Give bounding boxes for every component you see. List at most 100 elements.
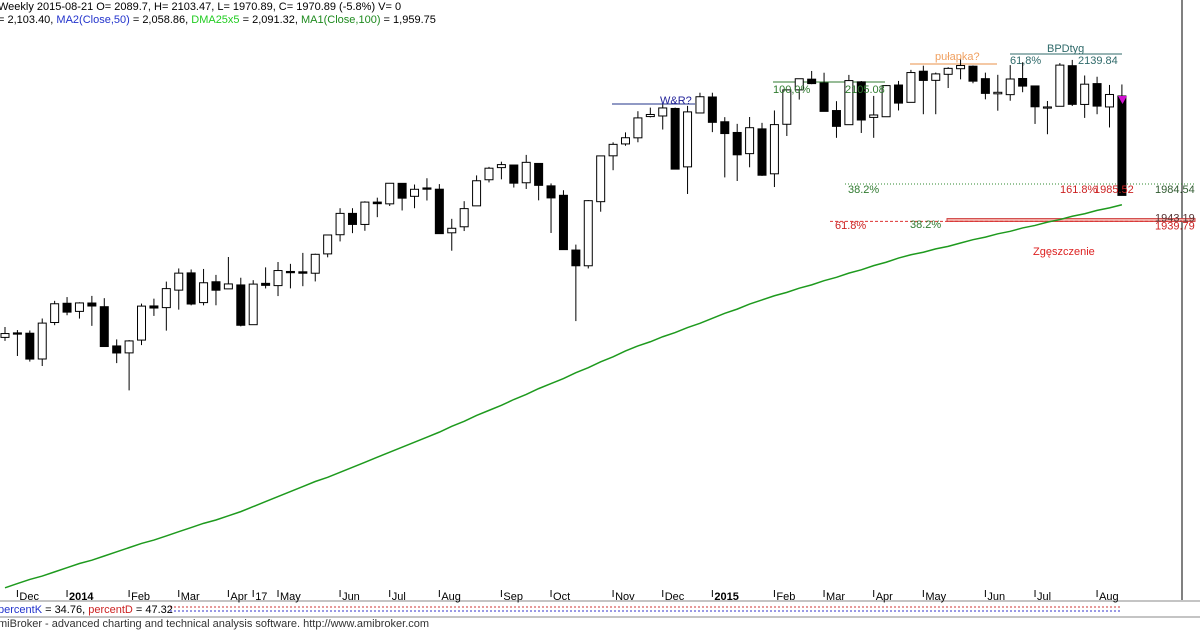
candle-body [87, 302, 97, 307]
header-label: MA1(Close,100) [301, 14, 380, 26]
header-label: DMA25x5 [191, 14, 239, 26]
candle-body [385, 182, 395, 205]
level-label: 1984.54 [1155, 184, 1195, 196]
candle-body [571, 249, 581, 267]
level-label: 2139.84 [1078, 55, 1118, 67]
candle-body [720, 121, 730, 135]
candle-body [447, 227, 457, 234]
candle-body [633, 117, 643, 139]
candle-body [658, 107, 668, 117]
header-value: = 1,959.75 [381, 14, 436, 26]
candle-body [670, 107, 680, 170]
candle-body [608, 143, 618, 157]
annotation: 61.8% [835, 220, 866, 232]
candle-body [546, 185, 556, 199]
candle-body [856, 81, 866, 121]
x-tick-label: 17 [255, 591, 267, 603]
candle-body [37, 322, 47, 360]
candle-body [99, 306, 109, 348]
x-tick-label: Oct [553, 591, 570, 603]
candle-body [112, 345, 122, 354]
candle-body [794, 78, 804, 91]
candle-body [819, 82, 829, 112]
candle-body [1030, 85, 1040, 108]
candle-body [0, 333, 10, 338]
candle-body [521, 161, 531, 184]
candle-body [223, 283, 233, 290]
candle-body [211, 281, 221, 291]
candle-body [496, 164, 506, 169]
x-tick-label: Aug [441, 591, 461, 603]
candle-body [831, 110, 841, 127]
candle-body [347, 212, 357, 225]
x-tick-label: Dec [19, 591, 39, 603]
candle-body [968, 65, 978, 82]
annotation: 38.2% [910, 219, 941, 231]
candle-body [1005, 78, 1015, 96]
candle-body [1117, 95, 1127, 196]
candle-body [558, 194, 568, 251]
x-tick-label: Jul [1037, 591, 1051, 603]
header-value: = 2,091.32, [240, 14, 301, 26]
candle-body [596, 155, 606, 203]
annotation: 1985.52 [1094, 184, 1134, 196]
candle-body [472, 180, 482, 207]
candle-body [509, 164, 519, 184]
x-tick-label: Aug [1099, 591, 1119, 603]
level-label: 1943.19 [1155, 213, 1195, 225]
candle-body [1042, 106, 1052, 109]
footer: miBroker - advanced charting and technic… [0, 618, 429, 630]
candle-body [335, 212, 345, 236]
candle-body [149, 305, 159, 309]
x-tick-label: Feb [131, 591, 150, 603]
level-label: 1939.79 [1155, 220, 1195, 232]
candle-body [261, 282, 271, 286]
candle-body [621, 137, 630, 145]
annotation: Zgęszczenie [1033, 246, 1095, 258]
candle-body [74, 302, 84, 312]
candle-body [360, 201, 370, 225]
indicator-value: = 34.76, [42, 604, 88, 616]
candle-body [410, 188, 420, 197]
candle-body [807, 78, 817, 85]
candle-body [285, 270, 295, 274]
candle-body [980, 78, 990, 94]
header-value: = 2,058.86, [130, 14, 191, 26]
x-tick-label: Mar [826, 591, 845, 603]
x-tick-label: Jun [342, 591, 360, 603]
candle-body [1104, 93, 1114, 108]
candle-body [745, 127, 755, 155]
candle-body [769, 124, 779, 175]
candle-body [1080, 83, 1090, 105]
indicator-label: percentD [88, 604, 133, 616]
header-line: = 2,103.40, MA2(Close,50) = 2,058.86, DM… [0, 14, 436, 26]
annotation: 161.8% [1060, 184, 1098, 196]
candle-body [397, 182, 407, 199]
candle-body [186, 272, 196, 305]
candle-body [459, 208, 469, 228]
annotation: 38.2% [848, 184, 879, 196]
x-tick-label: Apr [876, 591, 893, 603]
candle-body [707, 96, 717, 123]
plot-area: Dec 2014 Feb Mar Apr 17 May Jun Jul Aug Sep Oct Nov D… [0, 53, 1196, 603]
candle-body [943, 67, 953, 75]
candle-body [25, 332, 35, 360]
annotation: BPDtyg [1047, 43, 1084, 55]
candle-body [534, 162, 544, 186]
x-tick-label: Feb [776, 591, 795, 603]
indicator-label: percentK [0, 604, 43, 616]
candle-body [931, 73, 941, 81]
annotation: pułapka? [935, 51, 980, 63]
candle-body [993, 91, 1003, 95]
candle-body [50, 303, 60, 324]
ma-line [4, 204, 1123, 589]
candle-body [881, 85, 891, 118]
candle-body [757, 128, 767, 176]
candle-body [248, 283, 258, 326]
annotation: W&R? [660, 95, 692, 107]
header-label: MA2(Close,50) [56, 14, 129, 26]
x-tick-label: May [280, 591, 301, 603]
candle-body [1055, 64, 1065, 107]
candle-body [161, 288, 171, 309]
